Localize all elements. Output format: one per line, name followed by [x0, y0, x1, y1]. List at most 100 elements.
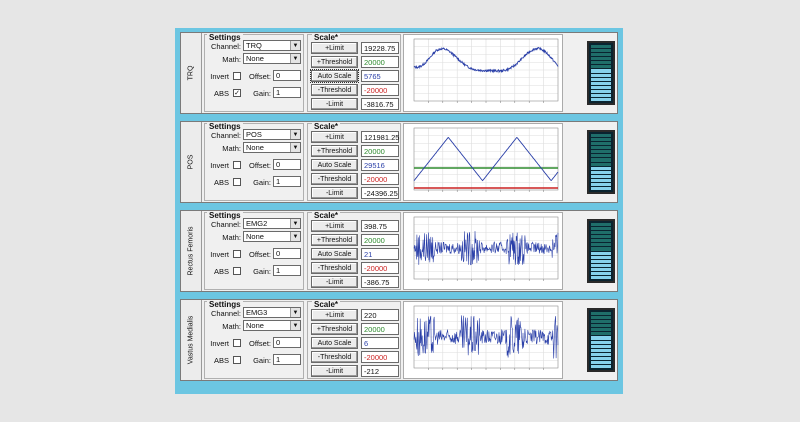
gain-input[interactable]: 1: [273, 176, 301, 187]
abs-checkbox[interactable]: [233, 178, 241, 186]
signal-trace: [413, 315, 559, 359]
offset-input[interactable]: 0: [273, 337, 301, 348]
minus-limit-button[interactable]: -Limit: [311, 365, 358, 377]
plus-threshold-button[interactable]: +Threshold: [311, 56, 358, 68]
chevron-down-icon[interactable]: ▼: [290, 219, 300, 228]
auto-scale-button[interactable]: Auto Scale: [311, 337, 358, 349]
scale-group: Scale* +Limit 19228.75 +Threshold 20000 …: [307, 33, 401, 112]
minus-limit-button[interactable]: -Limit: [311, 98, 358, 110]
plus-threshold-button[interactable]: +Threshold: [311, 145, 358, 157]
minus-limit-button[interactable]: -Limit: [311, 276, 358, 288]
minus-limit-field[interactable]: -3816.75: [361, 98, 399, 110]
math-select[interactable]: None ▼: [243, 142, 301, 153]
minus-threshold-field[interactable]: -20000: [361, 173, 399, 185]
signal-plot[interactable]: [403, 212, 563, 290]
offset-input[interactable]: 0: [273, 70, 301, 81]
minus-threshold-button[interactable]: -Threshold: [311, 173, 358, 185]
plus-limit-button[interactable]: +Limit: [311, 42, 358, 54]
minus-threshold-button[interactable]: -Threshold: [311, 351, 358, 363]
gain-label: Gain:: [253, 178, 271, 187]
plus-limit-field[interactable]: 220: [361, 309, 399, 321]
chevron-down-icon[interactable]: ▼: [290, 54, 300, 63]
plus-limit-button[interactable]: +Limit: [311, 220, 358, 232]
math-label: Math:: [222, 233, 241, 242]
settings-title: Settings: [207, 211, 243, 220]
minus-limit-field[interactable]: -212: [361, 365, 399, 377]
minus-limit-field[interactable]: -386.75: [361, 276, 399, 288]
channel-select[interactable]: EMG2 ▼: [243, 218, 301, 229]
signal-plot[interactable]: [403, 34, 563, 112]
channel-select-value: TRQ: [246, 41, 262, 50]
chevron-down-icon[interactable]: ▼: [290, 130, 300, 139]
math-select[interactable]: None ▼: [243, 53, 301, 64]
invert-checkbox[interactable]: [233, 72, 241, 80]
auto-scale-button[interactable]: Auto Scale: [311, 248, 358, 260]
auto-scale-button[interactable]: Auto Scale: [310, 69, 359, 83]
auto-scale-field[interactable]: 5765: [361, 70, 399, 82]
meter-segment: [591, 85, 611, 89]
offset-input[interactable]: 0: [273, 248, 301, 259]
meter-segment: [591, 271, 611, 276]
gain-input[interactable]: 1: [273, 354, 301, 365]
settings-title: Settings: [207, 33, 243, 42]
channel-panel: Rectus Femoris Settings Channel: EMG2 ▼ M…: [180, 210, 618, 292]
meter-segment: [591, 276, 611, 280]
chevron-down-icon[interactable]: ▼: [290, 143, 300, 152]
auto-scale-field[interactable]: 21: [361, 248, 399, 260]
math-select-value: None: [246, 321, 264, 330]
minus-threshold-field[interactable]: -20000: [361, 262, 399, 274]
minus-threshold-button[interactable]: -Threshold: [311, 262, 358, 274]
plus-limit-field[interactable]: 121981.25: [361, 131, 399, 143]
meter-segment: [591, 239, 611, 243]
signal-plot[interactable]: [403, 123, 563, 201]
minus-threshold-field[interactable]: -20000: [361, 84, 399, 96]
minus-threshold-button[interactable]: -Threshold: [311, 84, 358, 96]
minus-threshold-field[interactable]: -20000: [361, 351, 399, 363]
chevron-down-icon[interactable]: ▼: [290, 321, 300, 330]
plus-limit-button[interactable]: +Limit: [311, 309, 358, 321]
channel-select[interactable]: EMG3 ▼: [243, 307, 301, 318]
meter-segment: [591, 182, 611, 187]
gain-input[interactable]: 1: [273, 265, 301, 276]
abs-checkbox[interactable]: [233, 356, 241, 364]
math-select[interactable]: None ▼: [243, 231, 301, 242]
plus-threshold-button[interactable]: +Threshold: [311, 234, 358, 246]
auto-scale-button[interactable]: Auto Scale: [311, 159, 358, 171]
meter-segment: [591, 81, 611, 85]
gain-input[interactable]: 1: [273, 87, 301, 98]
auto-scale-field[interactable]: 6: [361, 337, 399, 349]
plus-threshold-field[interactable]: 20000: [361, 145, 399, 157]
meter-segment: [591, 259, 611, 263]
channel-name-tab: Rectus Femoris: [181, 211, 202, 291]
chevron-down-icon[interactable]: ▼: [290, 308, 300, 317]
plus-threshold-button[interactable]: +Threshold: [311, 323, 358, 335]
math-label: Math:: [222, 144, 241, 153]
chevron-down-icon[interactable]: ▼: [290, 232, 300, 241]
offset-input[interactable]: 0: [273, 159, 301, 170]
plus-threshold-field[interactable]: 20000: [361, 56, 399, 68]
channel-name: Rectus Femoris: [187, 226, 195, 276]
plus-threshold-field[interactable]: 20000: [361, 234, 399, 246]
meter-segment: [591, 223, 611, 227]
minus-limit-button[interactable]: -Limit: [311, 187, 358, 199]
plus-threshold-field[interactable]: 20000: [361, 323, 399, 335]
auto-scale-field[interactable]: 29516: [361, 159, 399, 171]
plus-limit-field[interactable]: 398.75: [361, 220, 399, 232]
math-select[interactable]: None ▼: [243, 320, 301, 331]
invert-checkbox[interactable]: [233, 339, 241, 347]
signal-plot[interactable]: [403, 301, 563, 379]
abs-checkbox[interactable]: ✓: [233, 89, 241, 97]
minus-limit-field[interactable]: -24396.25: [361, 187, 399, 199]
plus-limit-button[interactable]: +Limit: [311, 131, 358, 143]
abs-checkbox[interactable]: [233, 267, 241, 275]
invert-checkbox[interactable]: [233, 250, 241, 258]
signal-trace: [413, 231, 559, 266]
channel-select[interactable]: TRQ ▼: [243, 40, 301, 51]
scale-title: Scale*: [312, 211, 341, 220]
plus-limit-field[interactable]: 19228.75: [361, 42, 399, 54]
chevron-down-icon[interactable]: ▼: [290, 41, 300, 50]
channel-select[interactable]: POS ▼: [243, 129, 301, 140]
meter-segment: [591, 251, 611, 255]
invert-checkbox[interactable]: [233, 161, 241, 169]
meter-segment: [591, 57, 611, 61]
